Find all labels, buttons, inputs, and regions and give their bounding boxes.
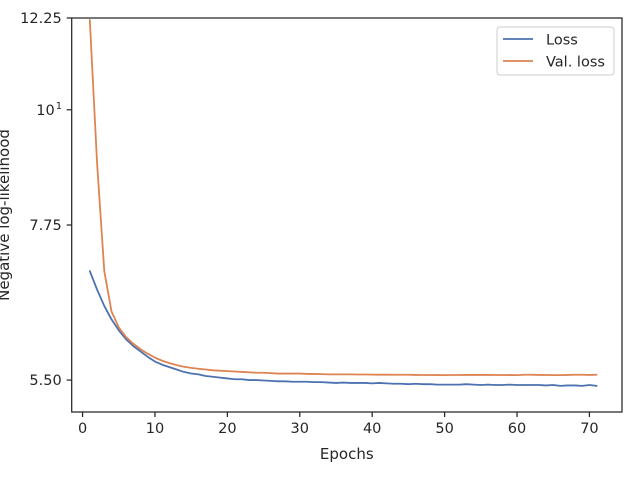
y-tick-label: 7.75 <box>29 218 61 234</box>
x-tick-label: 60 <box>508 421 526 437</box>
x-axis-ticks: 0 10 20 30 40 50 60 70 <box>78 412 599 437</box>
series-line-loss <box>88 270 598 387</box>
x-tick-label: 10 <box>146 421 164 437</box>
legend-label-loss: Loss <box>546 33 578 49</box>
x-tick-label: 40 <box>363 421 381 437</box>
x-tick-label: 70 <box>580 421 598 437</box>
x-tick-label: 0 <box>78 421 87 437</box>
x-tick-label: 50 <box>435 421 453 437</box>
y-tick-label: 5.50 <box>29 373 61 389</box>
plot-background <box>71 18 622 412</box>
plot-frame <box>71 17 623 413</box>
x-tick-label: 30 <box>291 421 309 437</box>
y-axis-label: Negative log-likelihood <box>0 129 13 301</box>
y-tick-label: 12.25 <box>20 11 62 27</box>
y-axis-ticks: 5.50 7.75 10 1 12.25 <box>20 11 72 389</box>
y-tick-label: 10 <box>36 103 54 119</box>
y-tick-exponent: 1 <box>56 101 62 112</box>
x-axis-label: Epochs <box>320 445 374 463</box>
legend: Loss Val. loss <box>496 26 615 76</box>
x-tick-label: 20 <box>218 421 236 437</box>
series-line-val-loss <box>88 18 598 377</box>
legend-label-val-loss: Val. loss <box>546 55 605 71</box>
series-layer <box>88 18 598 387</box>
